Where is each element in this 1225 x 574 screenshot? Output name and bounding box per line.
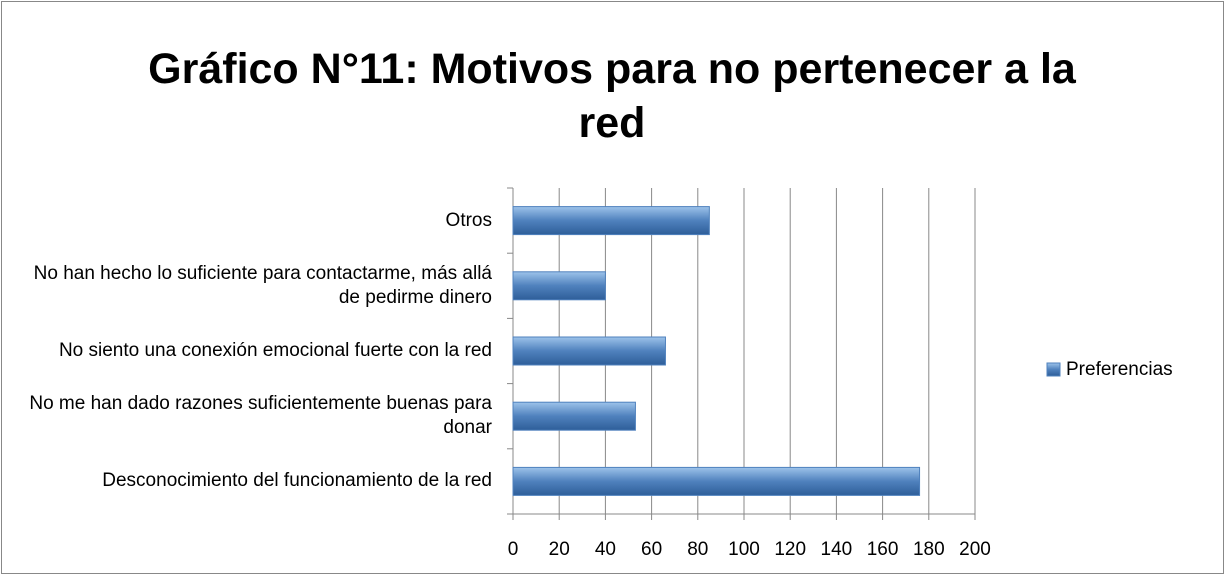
bar [512,336,666,366]
bar [512,466,921,496]
y-tick-label: Desconocimiento del funcionamiento de la… [102,470,492,492]
y-tick-label: No me han dado razones suficientemente b… [29,393,492,439]
x-tick-label: 0 [508,539,519,560]
legend-swatch [1046,362,1061,377]
x-tick-label: 20 [549,539,570,560]
bar [512,206,710,236]
x-tick-label: 180 [913,539,945,560]
x-tick-label: 160 [867,539,899,560]
legend-label: Preferencias [1066,359,1173,380]
x-tick-label: 40 [595,539,616,560]
bar [512,401,636,431]
y-tick-label: No siento una conexión emocional fuerte … [58,340,492,361]
x-tick-label: 140 [821,539,853,560]
x-tick-label: 200 [959,539,991,560]
x-tick-label: 100 [728,539,760,560]
y-tick-label: Otros [445,209,492,231]
x-tick-label: 60 [641,539,662,560]
y-tick-label: No han hecho lo suficiente para contacta… [33,262,492,308]
x-tick-label: 80 [687,539,708,560]
chart-title: Gráfico N°11: Motivos para no pertenecer… [148,45,1076,147]
bar [512,271,606,301]
x-tick-label: 120 [774,539,806,560]
